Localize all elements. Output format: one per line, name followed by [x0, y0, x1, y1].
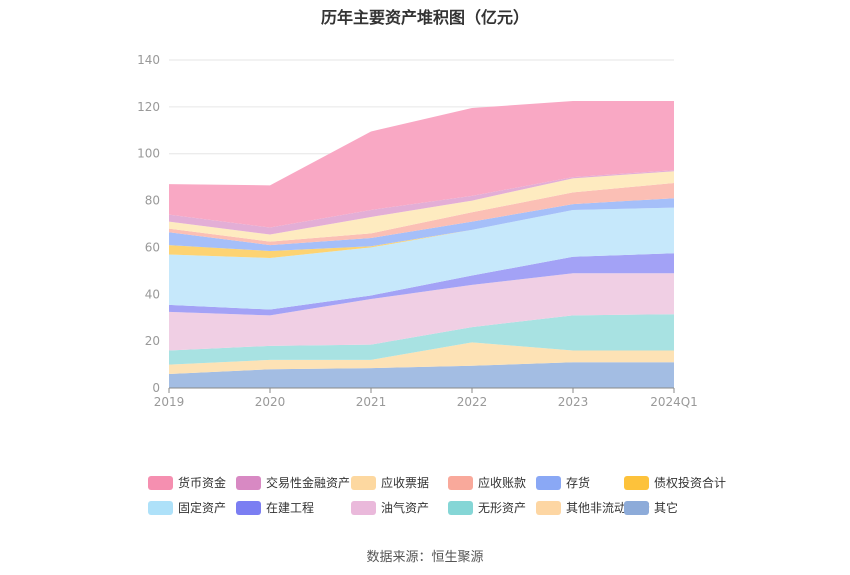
y-tick-label: 20: [145, 334, 160, 348]
area-layer: [169, 101, 674, 388]
x-tick-label: 2023: [558, 395, 589, 409]
y-tick-label: 80: [145, 194, 160, 208]
area-series-无形资产: [169, 314, 674, 365]
area-series-油气资产: [169, 273, 674, 351]
legend-label: 在建工程: [266, 501, 315, 515]
legend-swatch: [148, 500, 173, 515]
legend-swatch: [236, 500, 261, 515]
area-series-交易性金融资产: [169, 170, 674, 235]
area-series-固定资产: [169, 207, 674, 310]
x-tick-label: 2024Q1: [650, 395, 698, 409]
x-tick-label: 2020: [255, 395, 286, 409]
legend-swatch: [448, 475, 473, 490]
area-series-在建工程: [169, 253, 674, 316]
legend-swatch: [624, 475, 649, 490]
legend-label: 应收账款: [478, 476, 527, 490]
legend-item[interactable]: 存货: [536, 474, 590, 491]
legend-item[interactable]: 货币资金: [148, 474, 226, 491]
area-series-存货: [169, 198, 674, 251]
area-series-应收账款: [169, 183, 674, 246]
legend-swatch: [448, 500, 473, 515]
x-tick-label: 2019: [154, 395, 185, 409]
legend-item[interactable]: 应收票据: [351, 474, 429, 491]
area-series-债权投资合计: [169, 207, 674, 258]
legend-swatch: [351, 475, 376, 490]
y-tick-label: 120: [137, 100, 160, 114]
legend-label: 货币资金: [178, 476, 227, 490]
legend-item[interactable]: 其它: [624, 499, 678, 516]
legend-label: 债权投资合计: [654, 476, 727, 490]
y-tick-label: 60: [145, 240, 160, 254]
legend-item[interactable]: 无形资产: [448, 499, 526, 516]
legend-swatch: [536, 475, 561, 490]
legend-label: 油气资产: [381, 501, 430, 515]
area-series-货币资金: [169, 101, 674, 228]
axis-layer: 0 20 40 60 80 100 120 140 2019 2020 2021 2022 2023 20…: [137, 53, 698, 409]
x-tick-label: 2021: [356, 395, 387, 409]
y-tick-label: 0: [152, 381, 160, 395]
legend-item[interactable]: 在建工程: [236, 499, 314, 516]
legend-item[interactable]: 油气资产: [351, 499, 429, 516]
legend-swatch: [624, 500, 649, 515]
y-tick-label: 100: [137, 147, 160, 161]
legend-item[interactable]: 交易性金融资产: [236, 474, 350, 491]
legend-swatch: [148, 475, 173, 490]
chart-title: 历年主要资产堆积图（亿元）: [320, 8, 529, 27]
legend-label: 存货: [566, 476, 591, 490]
legend-swatch: [236, 475, 261, 490]
legend-item[interactable]: 债权投资合计: [624, 474, 726, 491]
legend-swatch: [351, 500, 376, 515]
area-series-应收票据: [169, 171, 674, 242]
data-source: 数据来源：恒生聚源: [366, 550, 484, 565]
y-tick-label: 40: [145, 287, 160, 301]
legend-swatch: [536, 500, 561, 515]
area-series-其它: [169, 362, 674, 388]
legend-label: 固定资产: [178, 501, 227, 515]
legend-label: 交易性金融资产: [266, 476, 351, 490]
area-series-其他非流动资产: [169, 342, 674, 374]
y-tick-label: 140: [137, 53, 160, 67]
legend-label: 其它: [654, 501, 679, 515]
legend-item[interactable]: 应收账款: [448, 474, 526, 491]
legend-label: 无形资产: [478, 501, 527, 515]
legend-label: 应收票据: [381, 476, 430, 490]
x-tick-label: 2022: [457, 395, 488, 409]
legend-item[interactable]: 固定资产: [148, 499, 226, 516]
